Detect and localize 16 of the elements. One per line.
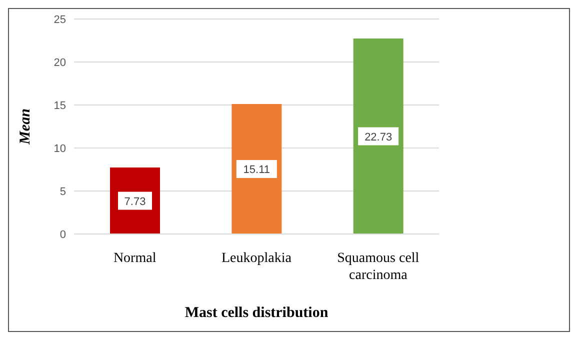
- y-tick-label: 0: [60, 228, 66, 241]
- bar: [232, 104, 282, 234]
- x-tick-label: Normal: [113, 251, 156, 266]
- y-tick-label: 25: [54, 14, 66, 26]
- bar: [353, 38, 404, 234]
- x-tick-label: Leukoplakia: [222, 251, 292, 266]
- y-tick-label: 10: [54, 142, 66, 155]
- y-axis-title: Mean: [17, 108, 34, 146]
- y-tick-label: 15: [54, 100, 66, 112]
- x-tick-label: Squamous cell carcinoma: [337, 251, 420, 283]
- data-label: 15.11: [243, 164, 270, 176]
- x-axis-title: Mast cells distribution: [184, 305, 330, 322]
- data-label: 7.73: [124, 196, 146, 208]
- y-tick-label: 5: [60, 186, 66, 198]
- y-tick-label: 20: [54, 56, 66, 69]
- data-label: 22.73: [364, 131, 392, 144]
